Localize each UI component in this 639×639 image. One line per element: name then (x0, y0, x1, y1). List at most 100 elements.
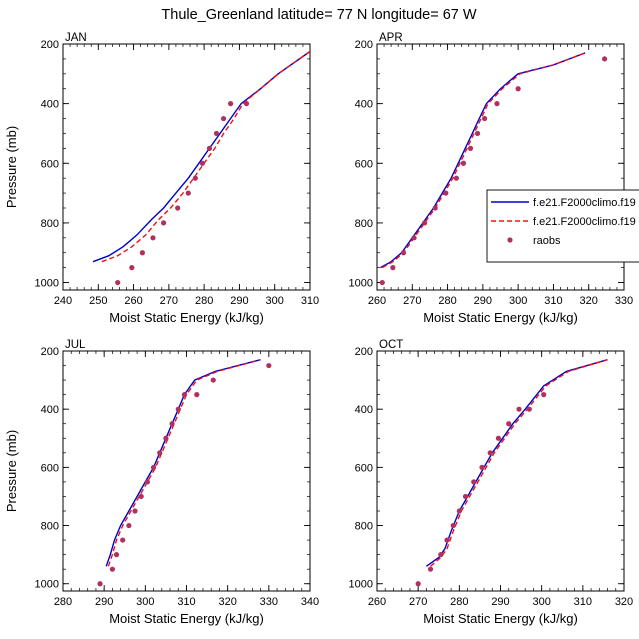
model-line-solid (425, 359, 608, 567)
raob-point (97, 581, 103, 587)
raob-point (150, 464, 157, 470)
raob-point (487, 450, 493, 456)
raob-point (506, 421, 512, 427)
raob-point (494, 101, 500, 107)
raob-point (400, 250, 407, 256)
raob-point (163, 435, 169, 441)
raob-point (175, 406, 181, 412)
raob-point (379, 279, 385, 286)
raob-point (181, 392, 188, 398)
raob-point (126, 522, 132, 529)
x-tick-label: 310 (544, 295, 562, 307)
raob-point (479, 464, 485, 470)
plot-frame (62, 350, 311, 592)
raob-point (460, 160, 467, 166)
x-tick-label: 330 (260, 596, 278, 608)
x-tick-label: 290 (474, 295, 492, 307)
x-tick-label: 340 (301, 596, 319, 608)
raob-point (194, 392, 200, 398)
raob-point (415, 581, 421, 587)
raob-point (144, 479, 150, 485)
raob-point (192, 175, 198, 181)
raob-point (482, 115, 488, 122)
raob-point (213, 130, 220, 137)
x-axis-label: Moist Static Energy (kJ/kg) (109, 310, 264, 325)
raob-point (601, 56, 608, 62)
x-tick-label: 290 (230, 295, 248, 307)
plot-frame (376, 43, 625, 291)
y-tick-label: 600 (355, 158, 373, 170)
legend-label: raobs (533, 235, 561, 247)
raob-point (220, 115, 227, 122)
y-axis-label: Pressure (mb) (4, 126, 19, 208)
raob-point (138, 493, 144, 500)
y-tick-label: 1000 (35, 278, 59, 290)
model-line-dashed (430, 359, 608, 567)
x-tick-label: 280 (438, 295, 456, 307)
x-tick-label: 240 (54, 295, 72, 307)
y-tick-label: 400 (41, 404, 59, 416)
raob-point (185, 190, 191, 196)
raob-point (443, 190, 449, 196)
raob-point (175, 205, 181, 211)
x-tick-label: 270 (409, 596, 427, 608)
raob-point (467, 145, 474, 151)
raob-point (515, 86, 521, 92)
raob-point (109, 566, 115, 572)
raob-point (243, 101, 250, 107)
raob-point (516, 406, 522, 412)
panel-apr: 260 270 280 290 300 310 320 330 200 400 600 800 1000… (349, 32, 634, 325)
y-tick-label: 800 (41, 218, 59, 230)
raob-point (526, 406, 532, 412)
x-tick-label: 270 (403, 295, 421, 307)
y-tick-label: 200 (355, 346, 373, 358)
model-line-solid (92, 50, 310, 263)
raob-point (150, 235, 156, 241)
raob-point (444, 537, 450, 543)
y-tick-label: 600 (355, 462, 373, 474)
x-tick-label: 260 (124, 295, 142, 307)
y-tick-label: 400 (41, 99, 59, 111)
plot-area (415, 359, 608, 587)
raob-point (157, 450, 163, 456)
raob-point (120, 537, 126, 543)
x-tick-label: 320 (615, 596, 633, 608)
raob-point (422, 220, 428, 226)
legend-marker-dot (507, 237, 513, 243)
raob-point (199, 160, 205, 166)
y-tick-label: 400 (355, 99, 373, 111)
x-tick-label: 280 (54, 596, 72, 608)
x-tick-label: 300 (532, 596, 550, 608)
x-tick-label: 300 (136, 596, 154, 608)
x-axis-label: Moist Static Energy (kJ/kg) (109, 611, 264, 626)
plot-area (92, 50, 310, 286)
panel-jul: 280 290 300 310 320 330 340 200 400 600 800 1000 JUL… (4, 339, 319, 626)
model-line-dashed (107, 359, 261, 567)
x-tick-label: 290 (491, 596, 509, 608)
raob-point (462, 493, 469, 500)
x-tick-label: 250 (89, 295, 107, 307)
raob-point (139, 250, 145, 256)
x-tick-label: 290 (95, 596, 113, 608)
panel-label: OCT (379, 339, 403, 351)
y-tick-label: 600 (41, 158, 59, 170)
raob-point (432, 205, 438, 211)
y-tick-label: 200 (41, 346, 59, 358)
x-tick-label: 320 (580, 295, 598, 307)
raob-point (169, 421, 175, 427)
raob-point (495, 435, 502, 441)
y-tick-label: 200 (41, 39, 59, 51)
y-tick-label: 1000 (349, 278, 373, 290)
panel-label: APR (379, 32, 403, 44)
legend-label: f.e21.F2000climo.f19 (533, 197, 636, 209)
raob-point (427, 566, 434, 572)
raob-point (438, 552, 444, 558)
figure-title: Thule_Greenland latitude= 77 N longitude… (161, 7, 476, 23)
raob-point (132, 508, 138, 514)
raob-point (160, 220, 167, 226)
plot-frame (62, 43, 311, 291)
model-line-dashed (381, 52, 586, 269)
legend-label: f.e21.F2000climo.f19 (533, 216, 636, 228)
raob-point (453, 175, 459, 181)
